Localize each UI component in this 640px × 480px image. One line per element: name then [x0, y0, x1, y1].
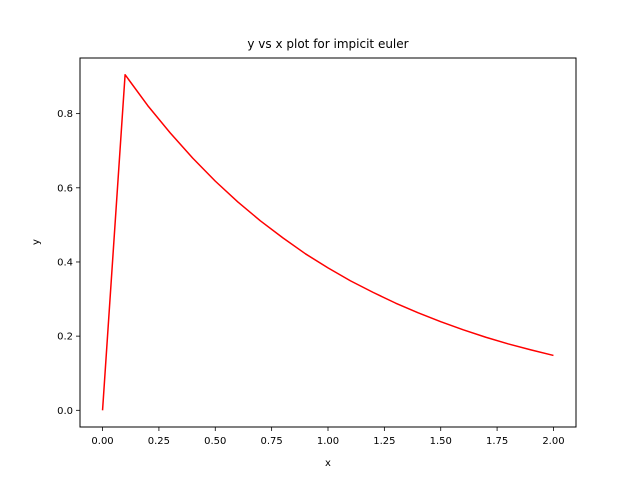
y-tick-label: 0.8	[57, 109, 73, 120]
x-tick-label: 0.00	[91, 436, 113, 447]
x-tick-label: 1.75	[486, 436, 508, 447]
x-tick-label: 0.75	[261, 436, 283, 447]
x-tick-label: 0.25	[148, 436, 170, 447]
chart-title: y vs x plot for impicit euler	[247, 37, 408, 51]
x-axis: 0.00 0.25 0.50 0.75 1.00 1.25 1.50 1.75 2.00	[91, 427, 565, 447]
plot-area	[101, 73, 554, 411]
series-line-0	[101, 73, 554, 411]
y-axis-label: y	[31, 239, 42, 245]
x-tick-label: 2.00	[542, 436, 564, 447]
x-tick-label: 1.50	[430, 436, 452, 447]
y-axis: 0.0 0.2 0.4 0.6 0.8	[57, 109, 80, 417]
y-tick-label: 0.2	[57, 332, 73, 343]
y-tick-label: 0.0	[57, 406, 73, 417]
x-tick-label: 1.25	[373, 436, 395, 447]
x-axis-label: x	[325, 458, 331, 469]
y-tick-label: 0.6	[57, 183, 73, 194]
x-tick-label: 0.50	[204, 436, 226, 447]
y-tick-label: 0.4	[57, 257, 73, 268]
x-tick-label: 1.00	[317, 436, 339, 447]
